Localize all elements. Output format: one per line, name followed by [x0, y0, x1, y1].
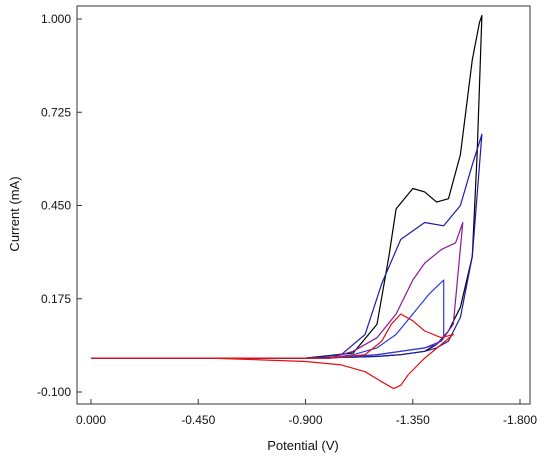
x-tick-label: -1.800 — [503, 413, 537, 427]
series-line-5 — [91, 313, 454, 390]
x-axis: 0.000 -0.450 -0.900 -1.350 -1.800 — [76, 399, 537, 427]
x-axis-label: Potential (V) — [267, 438, 339, 453]
y-tick-label: -0.100 — [37, 385, 71, 399]
y-tick-label: 1.000 — [41, 12, 71, 26]
x-tick-label: -1.350 — [396, 413, 430, 427]
x-tick-label: -0.900 — [288, 413, 322, 427]
series-line-2 — [91, 133, 483, 359]
series-line-1 — [91, 15, 483, 359]
series-line-4 — [91, 279, 445, 359]
y-tick-label: 0.175 — [41, 292, 71, 306]
series-group — [91, 15, 483, 390]
x-tick-label: -0.450 — [181, 413, 215, 427]
plot-frame — [76, 5, 531, 405]
y-axis: 1.000 0.725 0.450 0.175 -0.100 — [37, 12, 82, 399]
y-axis-label: Current (mA) — [7, 176, 22, 251]
x-tick-label: 0.000 — [76, 413, 106, 427]
y-tick-label: 0.725 — [41, 105, 71, 119]
y-tick-label: 0.450 — [41, 199, 71, 213]
series-line-3 — [91, 221, 464, 359]
